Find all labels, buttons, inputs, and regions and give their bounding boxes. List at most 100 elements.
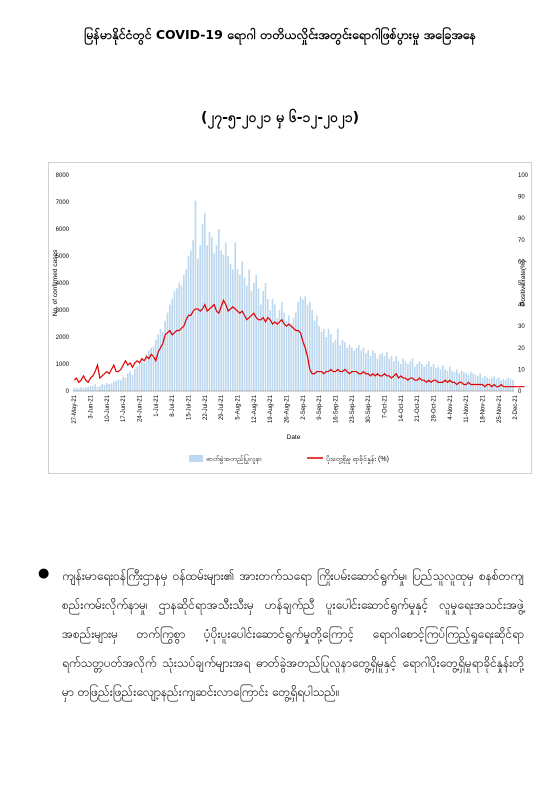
confirmed-cases-bar — [208, 231, 211, 391]
confirmed-cases-bar — [169, 304, 171, 391]
confirmed-cases-bar — [131, 374, 134, 391]
confirmed-cases-bar — [164, 320, 166, 391]
confirmed-cases-bar — [78, 388, 80, 391]
confirmed-cases-bar — [465, 373, 467, 391]
covid-chart-svg: 0 1000 2000 3000 4000 5000 6000 7000 8000 0 10 20 3… — [52, 173, 529, 464]
confirmed-cases-bar — [484, 376, 486, 391]
confirmed-cases-bar — [178, 283, 180, 391]
confirmed-cases-bar — [232, 269, 234, 391]
confirmed-cases-bar — [220, 250, 222, 391]
x-tick-label: 26-Aug-21 — [285, 394, 291, 423]
confirmed-cases-bar — [194, 200, 197, 391]
confirmed-cases-bar — [460, 370, 463, 391]
confirmed-cases-bar — [283, 312, 285, 391]
confirmed-cases-bar — [269, 310, 271, 391]
confirmed-cases-bar — [201, 223, 204, 391]
confirmed-cases-bar — [341, 339, 344, 391]
confirmed-cases-bar — [311, 310, 313, 391]
confirmed-cases-bar — [323, 328, 325, 391]
confirmed-cases-bar — [409, 361, 411, 391]
confirmed-cases-bar — [479, 373, 481, 391]
confirmed-cases-bar — [85, 387, 87, 391]
y-tick-label: 6000 — [56, 227, 70, 233]
y2-tick-label: 10 — [518, 367, 525, 373]
y2-tick-label: 70 — [518, 238, 525, 244]
confirmed-cases-bar — [500, 380, 502, 391]
x-tick-label: 11-Nov-21 — [464, 394, 470, 422]
x-tick-label: 25-Nov-21 — [497, 394, 503, 423]
confirmed-cases-bar — [388, 358, 390, 391]
confirmed-cases-bar — [411, 358, 414, 391]
confirmed-cases-bar — [421, 364, 423, 391]
confirmed-cases-bar — [339, 345, 341, 391]
bullet-dot: ● — [38, 566, 50, 581]
confirmed-cases-bar — [94, 384, 96, 391]
y-tick-label: 7000 — [56, 200, 70, 206]
confirmed-cases-bar — [120, 380, 122, 391]
confirmed-cases-bar — [449, 366, 451, 391]
confirmed-cases-bar — [430, 366, 432, 391]
x-tick-label: 1-Jul-21 — [154, 394, 160, 416]
y2-tick-label: 0 — [518, 389, 522, 395]
x-tick-label: 2-Sep-21 — [301, 394, 307, 419]
confirmed-cases-bar — [306, 304, 309, 391]
confirmed-cases-bar — [379, 354, 381, 391]
confirmed-cases-bar — [239, 274, 241, 391]
y2-tick-label: 100 — [518, 173, 529, 179]
confirmed-cases-bar — [437, 366, 439, 391]
confirmed-cases-bar — [292, 318, 295, 391]
confirmed-cases-bar — [80, 386, 82, 391]
confirmed-cases-bar — [337, 328, 339, 391]
confirmed-cases-bar — [407, 364, 409, 391]
x-tick-label: 17-Jun-21 — [121, 394, 127, 422]
x-tick-label: 12-Aug-21 — [252, 394, 258, 423]
x-tick-label: 5-Aug-21 — [236, 394, 242, 419]
confirmed-cases-bar — [285, 320, 288, 391]
confirmed-cases-bar — [288, 315, 290, 391]
confirmed-cases-bar — [250, 291, 253, 391]
confirmed-cases-bar — [376, 358, 379, 391]
confirmed-cases-bar — [309, 301, 311, 391]
confirmed-cases-bar — [428, 361, 430, 391]
confirmed-cases-bar — [96, 386, 99, 391]
chart-legend: ဓာတ်ခွဲအတည်ပြုလူနာ ပိုးတွေ့ရှိမှု ရာခိုင… — [189, 454, 389, 464]
confirmed-cases-bar — [495, 378, 498, 391]
confirmed-cases-bar — [108, 383, 110, 391]
x-tick-label: 16-Sep-21 — [334, 394, 340, 423]
confirmed-cases-bar — [320, 331, 323, 391]
confirmed-cases-bar — [248, 269, 250, 391]
confirmed-cases-bar — [295, 312, 297, 391]
confirmed-cases-bar — [141, 359, 143, 391]
confirmed-cases-bar — [211, 237, 213, 391]
confirmed-cases-bar — [150, 347, 152, 391]
confirmed-cases-bar — [185, 269, 187, 391]
confirmed-cases-bar — [360, 350, 362, 391]
confirmed-cases-bar — [332, 342, 334, 391]
confirmed-cases-bar — [423, 366, 425, 391]
confirmed-cases-bar — [502, 378, 505, 391]
confirmed-cases-bar — [227, 256, 229, 391]
confirmed-cases-bar — [159, 328, 162, 391]
confirmed-cases-bar — [101, 383, 103, 391]
legend-bar-swatch — [189, 455, 203, 462]
confirmed-cases-bar — [243, 277, 246, 391]
confirmed-cases-bar — [463, 372, 465, 391]
confirmed-cases-bar — [99, 386, 101, 391]
confirmed-cases-bar — [152, 346, 155, 391]
date-range: (၂၇-၅-၂၀၂၁ မှ ၆-၁၂-၂၀၂၁) — [200, 110, 360, 126]
y-tick-label: 2000 — [56, 335, 70, 341]
confirmed-cases-bar — [260, 304, 262, 391]
x-tick-label: 19-Aug-21 — [268, 394, 274, 423]
confirmed-cases-bar — [145, 354, 148, 391]
confirmed-cases-bar — [369, 355, 372, 391]
x-tick-label: 30-Sep-21 — [366, 394, 372, 423]
confirmed-cases-bar — [241, 261, 243, 391]
y2-tick-label: 50 — [518, 281, 525, 287]
confirmed-cases-bar — [509, 378, 512, 391]
positive-rate-line — [73, 298, 525, 388]
confirmed-cases-bar — [418, 361, 421, 391]
confirmed-cases-bar — [362, 347, 365, 391]
confirmed-cases-bar — [353, 350, 355, 391]
confirmed-cases-bar — [155, 339, 157, 391]
confirmed-cases-bar — [304, 296, 306, 391]
